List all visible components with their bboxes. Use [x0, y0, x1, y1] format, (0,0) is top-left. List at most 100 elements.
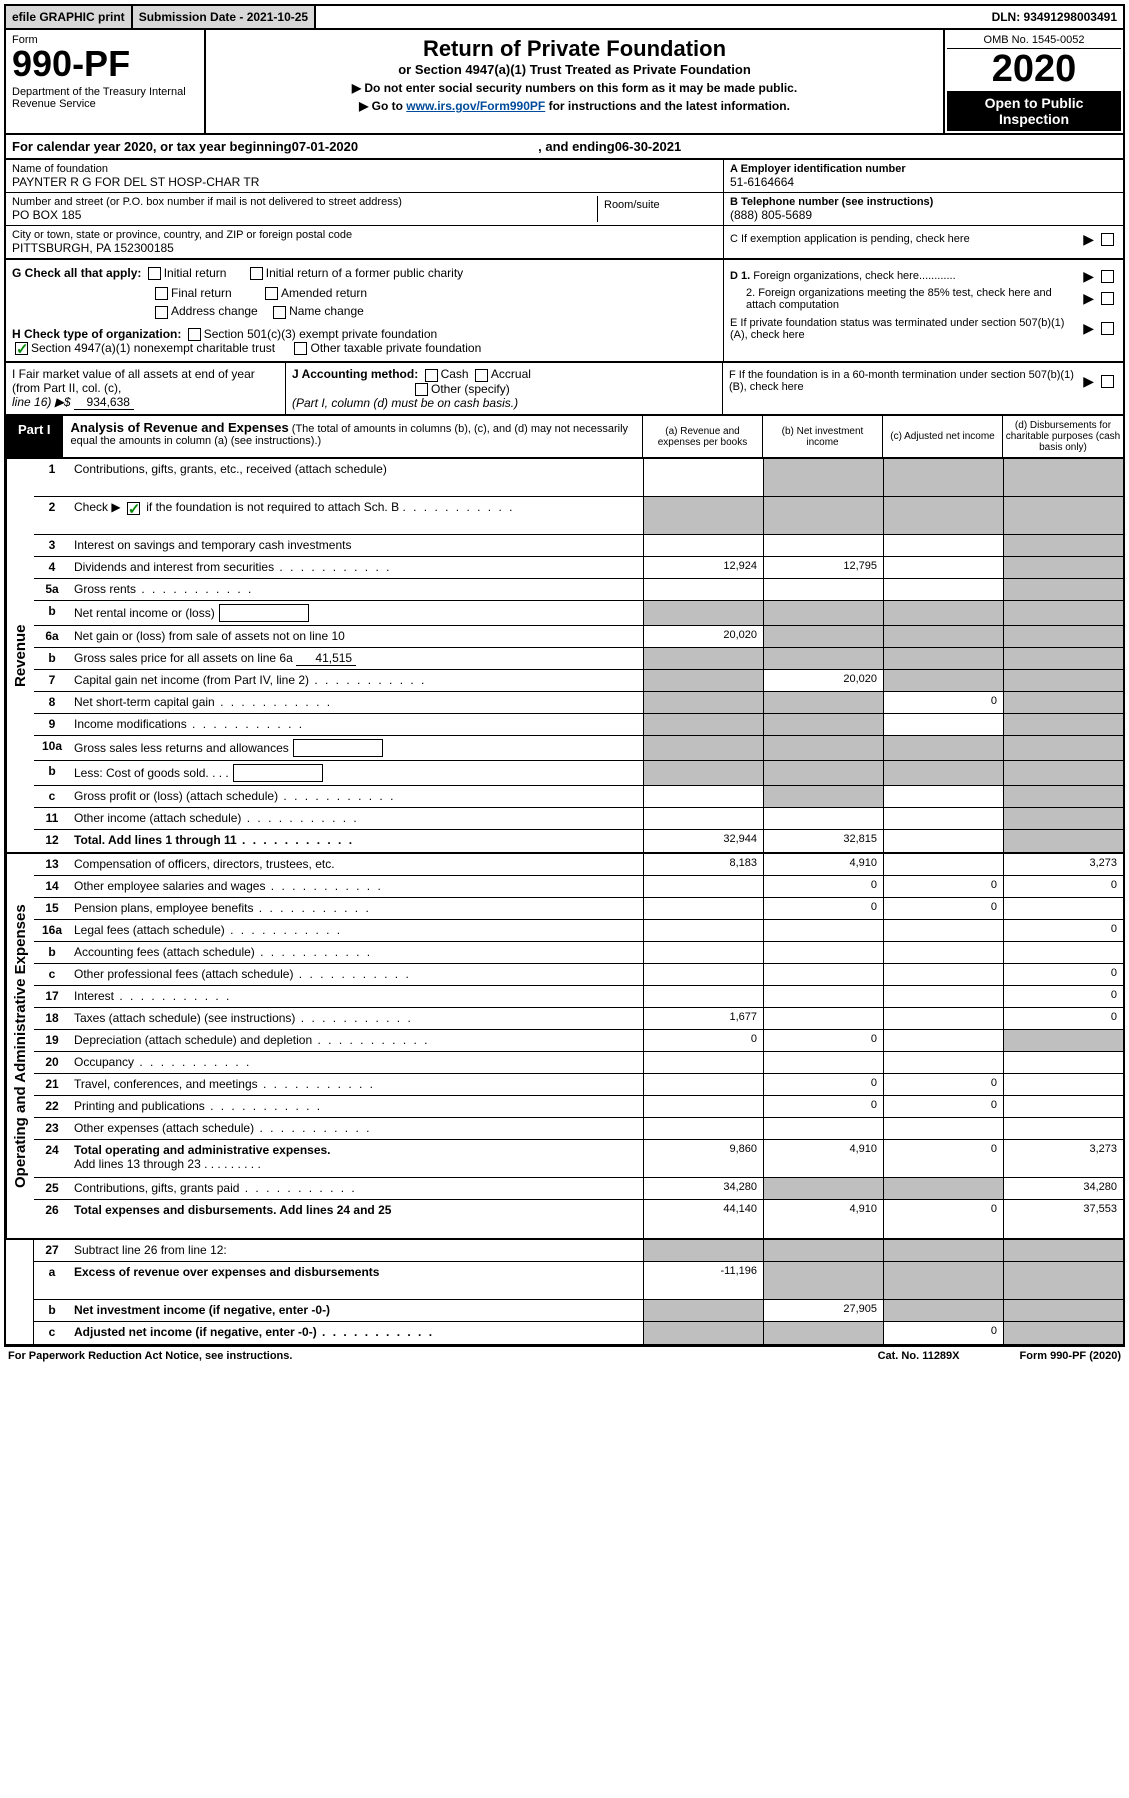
- val-27b: 27,905: [763, 1300, 883, 1321]
- line-3: Interest on savings and temporary cash i…: [70, 535, 643, 556]
- 10b-input[interactable]: [233, 764, 323, 782]
- d1-checkbox[interactable]: [1101, 270, 1114, 283]
- footer-catno: Cat. No. 11289X: [878, 1350, 960, 1362]
- form-link[interactable]: www.irs.gov/Form990PF: [406, 99, 545, 113]
- d2-label: 2. Foreign organizations meeting the 85%…: [730, 287, 1079, 311]
- name-change-checkbox[interactable]: [273, 306, 286, 319]
- val-6a: 20,020: [643, 626, 763, 647]
- line-11: Other income (attach schedule): [70, 808, 643, 829]
- line-21: Travel, conferences, and meetings: [70, 1074, 643, 1095]
- val-19a: 0: [643, 1030, 763, 1051]
- 5b-input[interactable]: [219, 604, 309, 622]
- val-22b: 0: [763, 1096, 883, 1117]
- tax-year: 2020: [947, 49, 1121, 91]
- phone-label: B Telephone number (see instructions): [730, 196, 933, 208]
- footer-left: For Paperwork Reduction Act Notice, see …: [8, 1350, 292, 1362]
- line-8: Net short-term capital gain: [70, 692, 643, 713]
- val-16cd: 0: [1003, 964, 1123, 985]
- line-6a: Net gain or (loss) from sale of assets n…: [70, 626, 643, 647]
- val-27c: 0: [883, 1322, 1003, 1344]
- line-7: Capital gain net income (from Part IV, l…: [70, 670, 643, 691]
- val-15c: 0: [883, 898, 1003, 919]
- initial-former-checkbox[interactable]: [250, 267, 263, 280]
- line-15: Pension plans, employee benefits: [70, 898, 643, 919]
- val-8c: 0: [883, 692, 1003, 713]
- sch-b-checkbox[interactable]: [127, 502, 140, 515]
- name-label: Name of foundation: [12, 163, 717, 175]
- 501c3-checkbox[interactable]: [188, 328, 201, 341]
- line-14: Other employee salaries and wages: [70, 876, 643, 897]
- f-label: F If the foundation is in a 60-month ter…: [729, 369, 1079, 393]
- val-14d: 0: [1003, 876, 1123, 897]
- line-5a: Gross rents: [70, 579, 643, 600]
- val-26a: 44,140: [643, 1200, 763, 1238]
- val-12a: 32,944: [643, 830, 763, 852]
- line-27a: Excess of revenue over expenses and disb…: [70, 1262, 643, 1299]
- val-15b: 0: [763, 898, 883, 919]
- line-9: Income modifications: [70, 714, 643, 735]
- f-checkbox[interactable]: [1101, 375, 1114, 388]
- d2-checkbox[interactable]: [1101, 292, 1114, 305]
- val-13d: 3,273: [1003, 854, 1123, 875]
- other-taxable-checkbox[interactable]: [294, 342, 307, 355]
- form-header: Form 990-PF Department of the Treasury I…: [4, 30, 1125, 135]
- page-footer: For Paperwork Reduction Act Notice, see …: [4, 1346, 1125, 1365]
- final-return-checkbox[interactable]: [155, 287, 168, 300]
- line-6b: Gross sales price for all assets on line…: [70, 648, 643, 669]
- efile-print-button[interactable]: efile GRAPHIC print: [6, 6, 133, 28]
- line-2: Check ▶ if the foundation is not require…: [70, 497, 643, 534]
- line-27c: Adjusted net income (if negative, enter …: [70, 1322, 643, 1344]
- exemption-pending-checkbox[interactable]: [1101, 233, 1114, 246]
- line-27: Subtract line 26 from line 12:: [70, 1240, 643, 1261]
- dln-label: DLN: 93491298003491: [986, 6, 1123, 28]
- e-checkbox[interactable]: [1101, 322, 1114, 335]
- address-change-checkbox[interactable]: [155, 306, 168, 319]
- val-16ad: 0: [1003, 920, 1123, 941]
- line-27b: Net investment income (if negative, ente…: [70, 1300, 643, 1321]
- h-label: H Check type of organization:: [12, 327, 181, 341]
- val-12b: 32,815: [763, 830, 883, 852]
- val-21b: 0: [763, 1074, 883, 1095]
- val-14c: 0: [883, 876, 1003, 897]
- line-20: Occupancy: [70, 1052, 643, 1073]
- 4947a1-checkbox[interactable]: [15, 342, 28, 355]
- form-number: 990-PF: [12, 46, 198, 82]
- line-26: Total expenses and disbursements. Add li…: [70, 1200, 643, 1238]
- val-7b: 20,020: [763, 670, 883, 691]
- line-23: Other expenses (attach schedule): [70, 1118, 643, 1139]
- col-d-header: (d) Disbursements for charitable purpose…: [1003, 416, 1123, 457]
- line-16c: Other professional fees (attach schedule…: [70, 964, 643, 985]
- cash-checkbox[interactable]: [425, 369, 438, 382]
- submission-date: Submission Date - 2021-10-25: [133, 6, 316, 28]
- revenue-side-label: Revenue: [6, 459, 34, 852]
- initial-return-checkbox[interactable]: [148, 267, 161, 280]
- part-1-title: Analysis of Revenue and Expenses: [71, 420, 289, 435]
- val-24c: 0: [883, 1140, 1003, 1177]
- addr-label: Number and street (or P.O. box number if…: [12, 196, 597, 208]
- val-26b: 4,910: [763, 1200, 883, 1238]
- expenses-table: Operating and Administrative Expenses 13…: [4, 854, 1125, 1240]
- part-1-header: Part I Analysis of Revenue and Expenses …: [4, 416, 1125, 459]
- col-c-header: (c) Adjusted net income: [883, 416, 1003, 457]
- line-22: Printing and publications: [70, 1096, 643, 1117]
- open-public-badge: Open to Public Inspection: [947, 91, 1121, 131]
- instr-2: ▶ Go to www.irs.gov/Form990PF for instru…: [214, 99, 935, 113]
- fmv-value: 934,638: [74, 395, 134, 410]
- line-27-block: 27Subtract line 26 from line 12: aExcess…: [4, 1240, 1125, 1346]
- accrual-checkbox[interactable]: [475, 369, 488, 382]
- d1-label: Foreign organizations, check here.......…: [753, 270, 955, 282]
- val-24a: 9,860: [643, 1140, 763, 1177]
- val-4b: 12,795: [763, 557, 883, 578]
- other-method-checkbox[interactable]: [415, 383, 428, 396]
- amended-return-checkbox[interactable]: [265, 287, 278, 300]
- footer-formno: Form 990-PF (2020): [1020, 1350, 1121, 1362]
- val-25a: 34,280: [643, 1178, 763, 1199]
- val-18a: 1,677: [643, 1008, 763, 1029]
- line-18: Taxes (attach schedule) (see instruction…: [70, 1008, 643, 1029]
- ein-value: 51-6164664: [730, 175, 1117, 189]
- expenses-side-label: Operating and Administrative Expenses: [6, 854, 34, 1238]
- val-17d: 0: [1003, 986, 1123, 1007]
- col-a-header: (a) Revenue and expenses per books: [643, 416, 763, 457]
- 10a-input[interactable]: [293, 739, 383, 757]
- street-address: PO BOX 185: [12, 208, 597, 222]
